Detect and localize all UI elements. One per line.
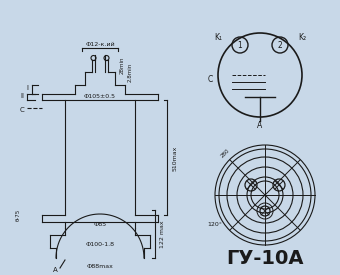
Text: 2.8min: 2.8min xyxy=(128,62,133,82)
Text: 510max: 510max xyxy=(172,145,177,171)
Text: C: C xyxy=(207,76,212,84)
Text: 120°: 120° xyxy=(207,222,222,227)
Text: Ф100-1.8: Ф100-1.8 xyxy=(85,241,115,246)
Text: Ф85: Ф85 xyxy=(94,222,106,227)
Text: 280: 280 xyxy=(220,147,231,158)
Text: 122 max: 122 max xyxy=(159,220,165,248)
Text: Ф88max: Ф88max xyxy=(87,263,114,268)
Text: 28min: 28min xyxy=(119,56,124,74)
Text: 1: 1 xyxy=(238,40,242,50)
Text: Ф12-к.ий: Ф12-к.ий xyxy=(85,43,115,48)
Text: A: A xyxy=(257,120,262,130)
Text: A: A xyxy=(53,267,57,273)
Text: II: II xyxy=(20,93,24,99)
Text: Ф105±0.5: Ф105±0.5 xyxy=(84,95,116,100)
Text: C: C xyxy=(20,107,24,113)
Text: K₂: K₂ xyxy=(298,32,306,42)
Text: 2: 2 xyxy=(278,40,283,50)
Text: K₁: K₁ xyxy=(214,32,222,42)
Text: θ-75: θ-75 xyxy=(16,209,20,221)
Text: ГУ-10А: ГУ-10А xyxy=(226,249,304,268)
Text: I: I xyxy=(26,85,28,91)
